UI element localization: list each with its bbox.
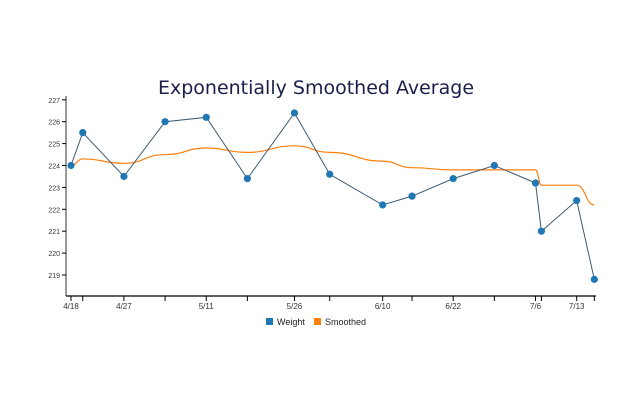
chart-title: Exponentially Smoothed Average xyxy=(158,77,474,99)
weight-point xyxy=(531,179,540,187)
legend-label-smoothed: Smoothed xyxy=(325,317,366,327)
y-tick-label: 220 xyxy=(48,251,60,258)
plot-area: 219 220 221 222 223 224 225 226 227 4/18 4/27 5/11 5… xyxy=(48,96,598,311)
x-tick-label: 6/22 xyxy=(445,302,461,311)
y-tick-label: 222 xyxy=(48,207,60,214)
x-tick-label: 5/26 xyxy=(287,302,303,311)
weight-line xyxy=(70,112,595,280)
y-tick-label: 223 xyxy=(48,185,60,192)
weight-point xyxy=(202,113,210,121)
legend-swatch-smoothed xyxy=(314,318,321,325)
weight-point xyxy=(449,175,457,183)
weight-point xyxy=(590,275,598,283)
y-tick-label: 225 xyxy=(48,142,60,149)
y-tick-label: 219 xyxy=(48,273,60,280)
y-tick-label: 227 xyxy=(48,98,60,105)
x-tick-label: 4/27 xyxy=(116,302,132,311)
legend-label-weight: Weight xyxy=(277,317,305,327)
weight-point xyxy=(243,175,251,183)
legend: Weight Smoothed xyxy=(266,317,366,327)
weight-point xyxy=(537,227,546,235)
y-tick-label: 226 xyxy=(48,120,60,127)
weight-point xyxy=(290,109,299,117)
weight-point xyxy=(326,170,334,178)
x-tick-label: 7/13 xyxy=(569,302,585,311)
smoothed-line xyxy=(70,145,595,206)
weight-point xyxy=(67,161,75,170)
y-tick-label: 221 xyxy=(48,229,60,236)
y-tick-label: 224 xyxy=(48,164,60,171)
weight-point xyxy=(379,201,387,209)
weight-point xyxy=(161,118,169,126)
weight-point xyxy=(490,161,498,170)
weight-point xyxy=(408,192,416,200)
x-tick-label: 7/6 xyxy=(530,302,542,311)
legend-swatch-weight xyxy=(266,318,273,325)
x-tick-label: 4/18 xyxy=(63,302,79,311)
x-tick-label: 5/11 xyxy=(199,302,215,311)
x-tick-label: 6/10 xyxy=(375,302,391,311)
weight-point xyxy=(79,129,87,137)
weight-point xyxy=(573,196,581,205)
weight-point xyxy=(120,172,128,181)
